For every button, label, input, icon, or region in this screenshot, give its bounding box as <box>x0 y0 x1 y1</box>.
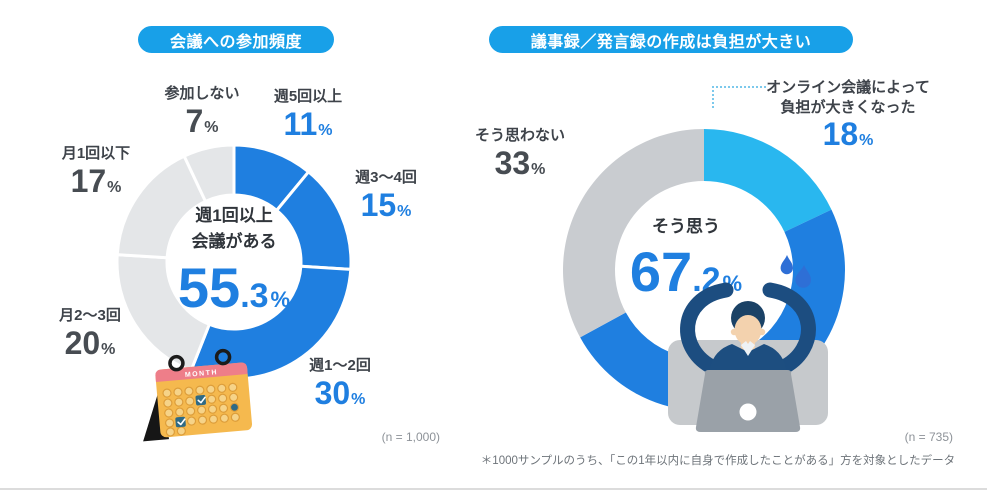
calendar-date-dot <box>176 426 186 436</box>
chart-title-right: 議事録／発言録の作成は負担が大きい <box>489 26 853 53</box>
segment-label: 週1〜2回 <box>309 357 371 374</box>
donut-center-right: そう思う 67.2% <box>630 214 742 300</box>
calendar-date-dot <box>228 382 238 392</box>
calendar-date-dot <box>162 388 172 398</box>
calendar-date-dot <box>229 392 239 402</box>
segment-callout-week1-2: 週1〜2回 30% <box>309 356 371 410</box>
segment-callout-week3-4: 週3〜4回 15% <box>355 168 417 222</box>
calendar-date-dot <box>175 407 185 417</box>
segment-label: 負担が大きくなった <box>780 98 916 116</box>
footnote: ＊1000サンプルのうち、「この1年以内に自身で作成したことがある」方を対象とし… <box>480 455 956 467</box>
participation-frequency-donut <box>115 143 353 381</box>
calendar-date-dot <box>185 396 195 406</box>
segment-callout-month1less: 月1回以下 17% <box>62 144 130 198</box>
segment-callout-disagree: そう思わない 33% <box>475 126 565 180</box>
segment-label: オンライン会議によって <box>766 79 930 96</box>
segment-value: 15% <box>360 186 412 223</box>
bottom-divider <box>0 488 987 490</box>
center-value: 55.3% <box>177 255 291 319</box>
donut-center-left: 週1回以上 会議がある 55.3% <box>178 203 290 316</box>
calendar-date-dot <box>165 427 175 437</box>
calendar-date-dot <box>207 394 217 404</box>
segment-callout-week5plus: 週5回以上 11% <box>274 87 342 141</box>
leader-line-horizontal <box>712 86 766 88</box>
calendar-date-dot <box>218 393 228 403</box>
segment-label: そう思わない <box>474 127 566 144</box>
calendar-date-dot <box>208 414 219 424</box>
center-label-line: 会議がある <box>191 232 277 252</box>
calendar-date-dot <box>186 416 197 426</box>
segment-value: 20% <box>64 324 116 361</box>
calendar-date-dot <box>230 412 240 422</box>
calendar-date-dot <box>197 405 207 415</box>
calendar-date-dot <box>184 386 194 396</box>
segment-value: 30% <box>314 374 366 411</box>
segment-label: 月2〜3回 <box>59 307 121 324</box>
sample-size-right: (n = 735) <box>904 430 953 444</box>
segment-value: 7% <box>185 102 219 139</box>
segment-label: 週3〜4回 <box>355 169 417 186</box>
segment-label: 週5回以上 <box>273 88 343 105</box>
calendar-date-dot <box>174 397 184 407</box>
calendar-date-dot <box>218 403 229 413</box>
calendar-date-dot <box>229 402 240 412</box>
segment-label: 参加しない <box>164 85 240 102</box>
donut-segment <box>182 143 236 203</box>
center-label-line: 週1回以上 <box>195 206 273 225</box>
desk-calendar-icon: MONTH <box>143 348 253 442</box>
segment-label: 月1回以下 <box>61 145 131 162</box>
segment-callout-online-burden: オンライン会議によって 負担が大きくなった 18% <box>766 78 930 152</box>
donut-segment <box>704 129 832 232</box>
segment-value: 33% <box>494 144 546 181</box>
calendar-date-dot <box>206 384 216 394</box>
calendar-date-dot <box>165 418 175 428</box>
segment-value: 18% <box>822 116 874 152</box>
calendar-date-dot <box>173 387 183 397</box>
calendar-date-dot <box>163 398 173 408</box>
calendar-date-dot <box>197 415 208 425</box>
svg-text:MONTH: MONTH <box>185 369 219 379</box>
calendar-date-dot <box>195 385 205 395</box>
chart-title-left: 会議への参加頻度 <box>138 26 334 53</box>
calendar-date-dot <box>186 406 196 416</box>
segment-callout-none: 参加しない 7% <box>164 84 239 138</box>
leader-line-vertical <box>712 86 714 108</box>
donut-segment <box>563 129 704 338</box>
segment-callout-month2-3: 月2〜3回 20% <box>59 306 121 360</box>
calendar-date-dot <box>207 404 218 414</box>
segment-value: 11% <box>283 105 333 142</box>
calendar-date-dot <box>164 408 174 418</box>
calendar-date-dot <box>217 383 227 393</box>
calendar-date-dot <box>219 413 230 423</box>
segment-value: 17% <box>70 162 122 199</box>
sample-size-left: (n = 1,000) <box>381 430 440 444</box>
sweat-drops-icon <box>780 255 811 288</box>
center-label-line: そう思う <box>652 217 720 236</box>
stressed-person-at-laptop-icon <box>668 282 828 432</box>
